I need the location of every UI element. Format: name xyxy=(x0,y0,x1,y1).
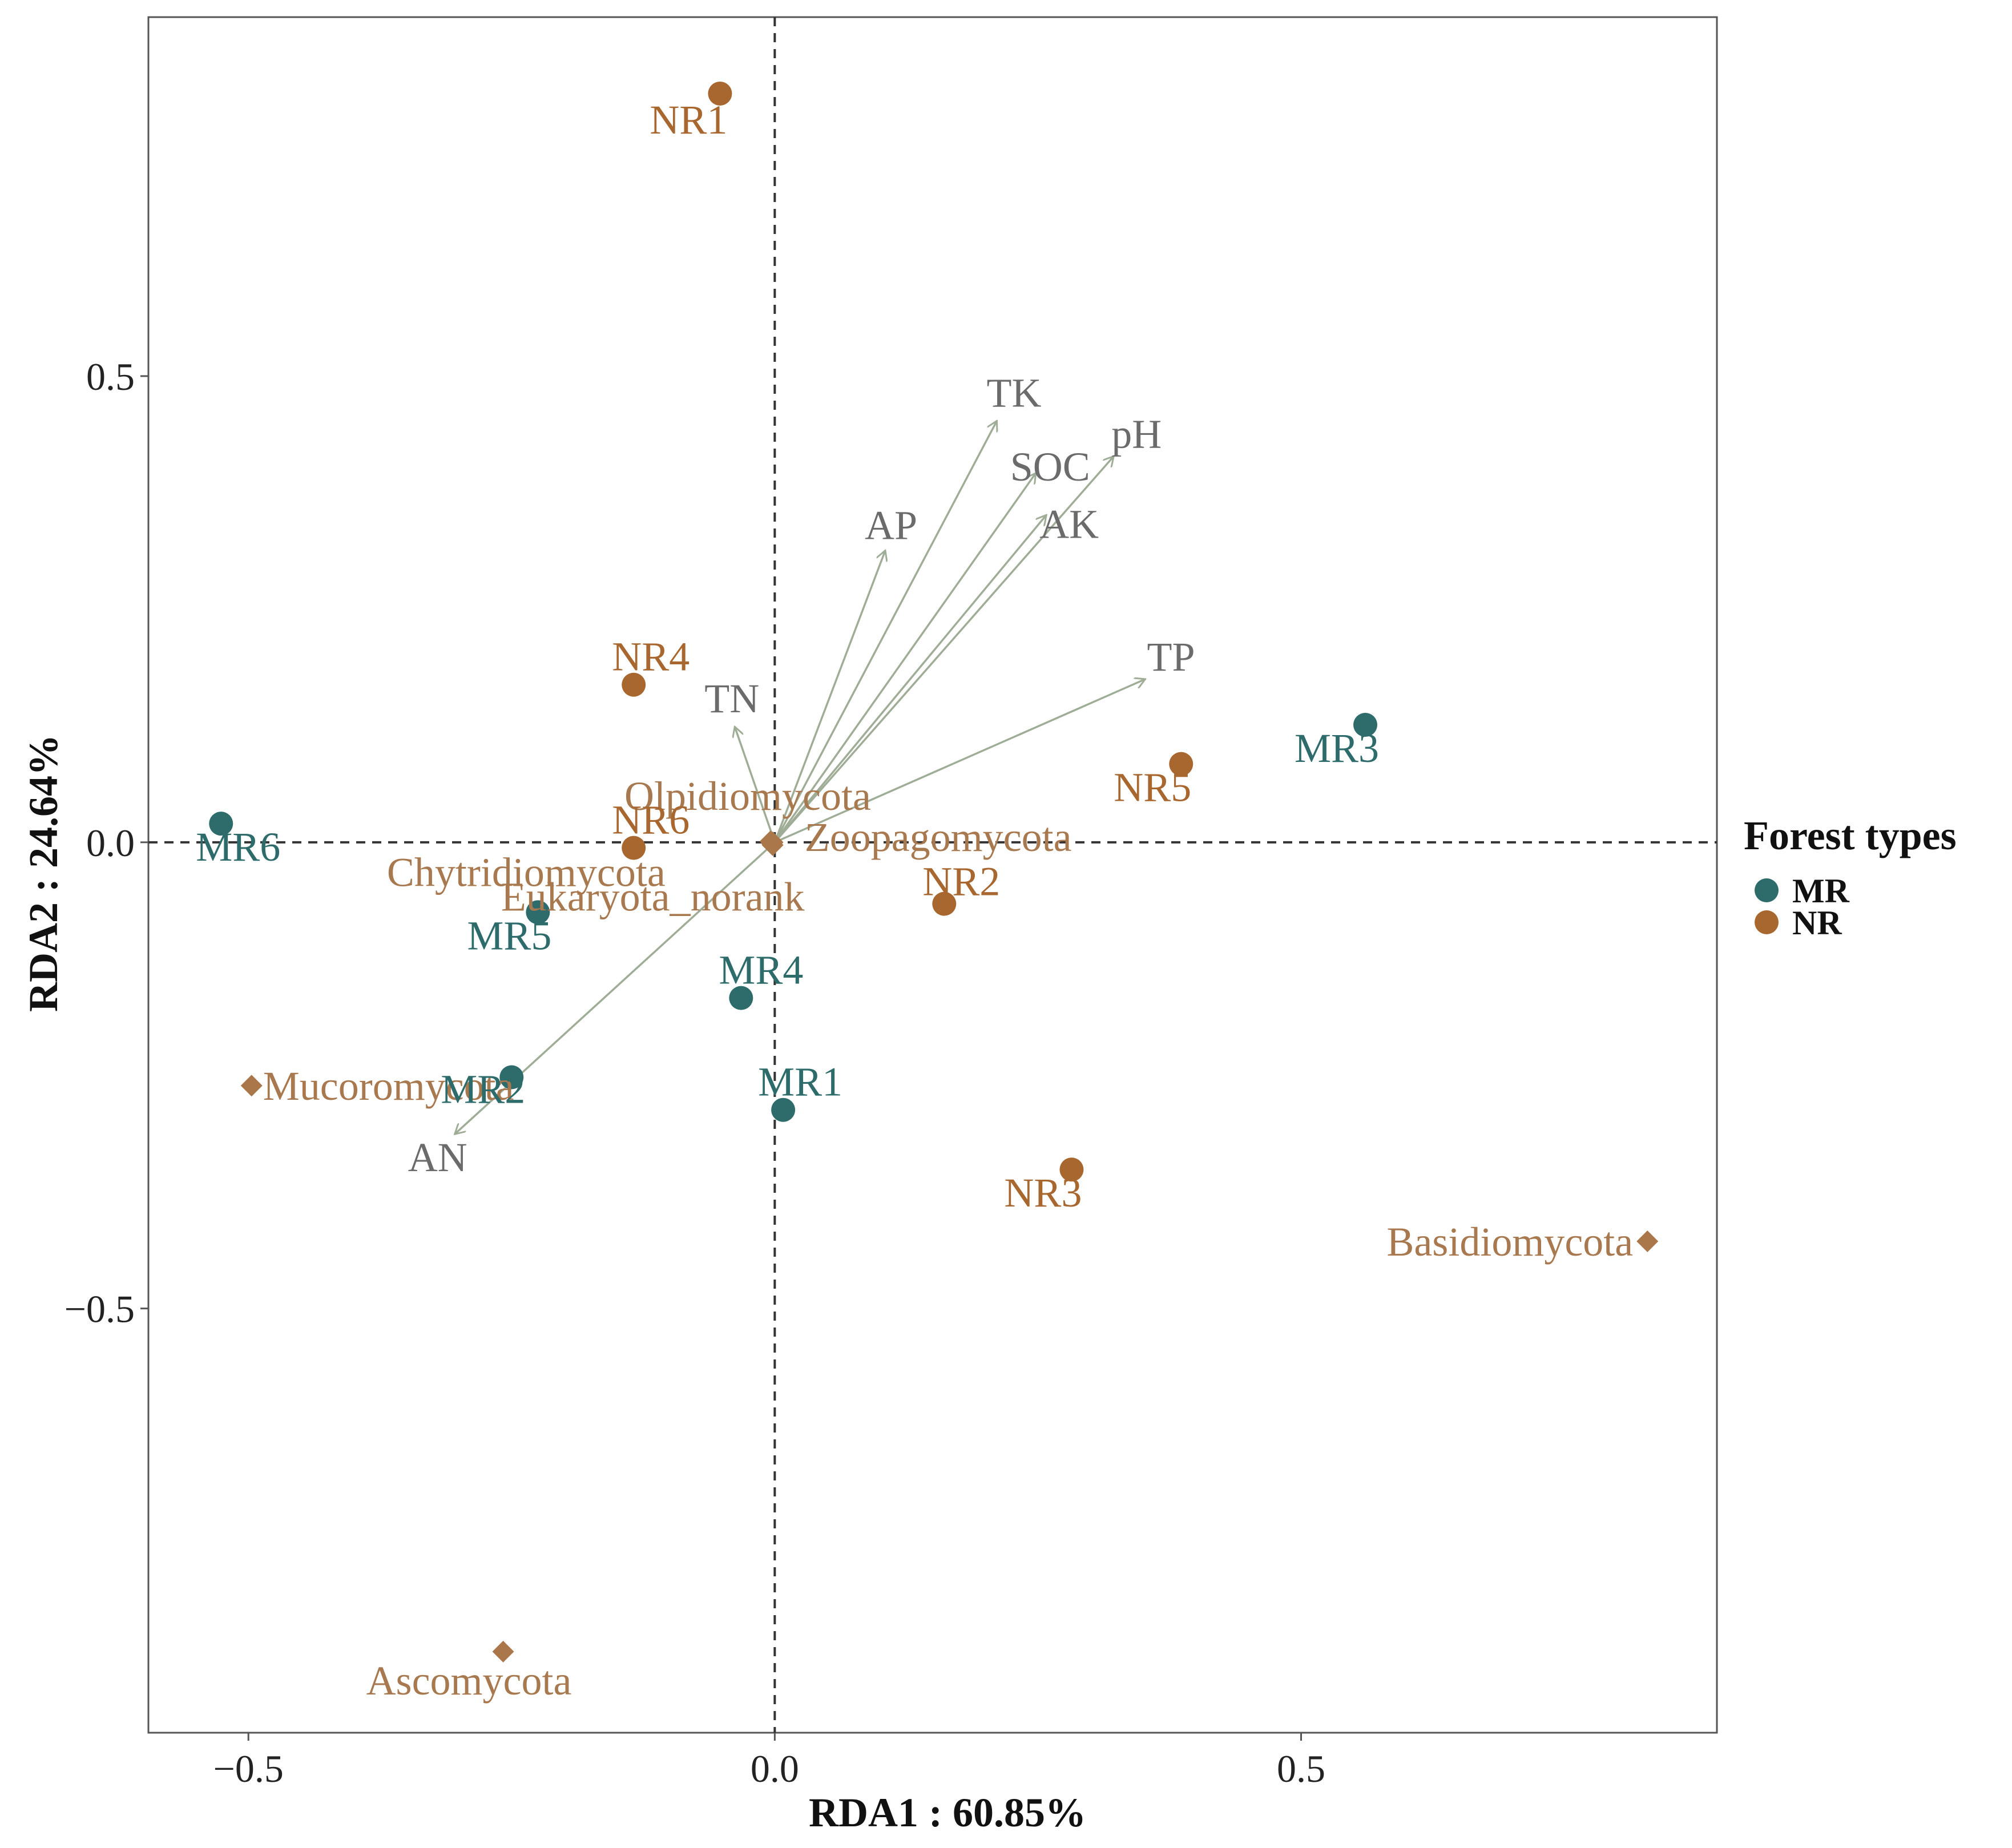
site-point-mr1 xyxy=(771,1097,796,1122)
species-label-mucoromycota: Mucoromycota xyxy=(263,1063,514,1109)
species-label-chytridiomycota: Chytridiomycota xyxy=(387,849,666,895)
site-label-mr6: MR6 xyxy=(196,824,280,870)
species-point-ascomycota xyxy=(492,1640,514,1663)
site-point-nr1 xyxy=(708,81,732,106)
y-tick-label: 0.0 xyxy=(86,821,135,865)
panel-background xyxy=(147,16,1718,1734)
legend-swatch-nr xyxy=(1755,910,1779,934)
legend-label-mr: MR xyxy=(1792,872,1850,910)
site-point-nr6 xyxy=(622,836,646,860)
site-point-mr6 xyxy=(209,812,233,836)
env-label-ap: AP xyxy=(865,502,917,548)
site-label-nr3: NR3 xyxy=(1004,1170,1082,1216)
species-layer xyxy=(240,830,1659,1663)
site-label-mr1: MR1 xyxy=(758,1059,842,1105)
env-arrow-soc xyxy=(773,473,1035,843)
site-point-nr5 xyxy=(1169,752,1194,776)
labels-layer: TK SOC pH AK AP TP TN AN OlpidiomycotaZoopagomyc… xyxy=(196,97,1633,1704)
env-arrow-tk xyxy=(773,421,997,843)
env-arrow-tn xyxy=(735,727,776,843)
legend-swatch-mr xyxy=(1755,878,1779,902)
site-label-mr2: MR2 xyxy=(441,1067,525,1112)
species-label-basidiomycota: Basidiomycota xyxy=(1386,1219,1633,1265)
site-label-nr1: NR1 xyxy=(650,97,727,143)
env-label-tp: TP xyxy=(1147,634,1195,680)
site-point-nr3 xyxy=(1059,1157,1084,1182)
species-point-eukaryota_norank xyxy=(761,834,784,856)
env-label-tn: TN xyxy=(704,676,759,721)
site-point-mr2 xyxy=(499,1065,524,1090)
site-label-nr5: NR5 xyxy=(1114,765,1191,810)
site-point-mr4 xyxy=(729,986,753,1010)
site-point-nr4 xyxy=(622,672,646,697)
site-label-mr5: MR5 xyxy=(467,913,551,958)
env-label-tk: TK xyxy=(987,370,1042,415)
env-label-ak: AK xyxy=(1039,501,1099,547)
species-label-zoopagomycota: Zoopagomycota xyxy=(805,814,1072,860)
site-label-nr2: NR2 xyxy=(922,859,1000,905)
site-label-nr4: NR4 xyxy=(612,634,690,680)
species-label-olpidiomycota: Olpidiomycota xyxy=(624,773,871,819)
env-label-soc: SOC xyxy=(1010,444,1090,490)
reference-lines xyxy=(148,17,1717,1733)
site-point-mr3 xyxy=(1353,712,1378,737)
species-label-ascomycota: Ascomycota xyxy=(366,1658,572,1704)
legend-title: Forest types xyxy=(1744,813,1957,858)
env-label-ph: pH xyxy=(1111,411,1162,457)
site-point-mr5 xyxy=(526,900,550,925)
x-tick-label: 0.0 xyxy=(751,1747,799,1790)
site-label-mr4: MR4 xyxy=(719,947,803,993)
env-label-an: AN xyxy=(408,1135,467,1180)
site-label-mr3: MR3 xyxy=(1295,725,1379,771)
site-label-nr6: NR6 xyxy=(612,797,690,843)
env-arrow-ak xyxy=(774,515,1046,843)
env-arrow-ap xyxy=(773,550,885,843)
env-arrow-ph xyxy=(774,456,1114,843)
species-point-basidiomycota xyxy=(1636,1230,1659,1253)
sites-layer xyxy=(209,81,1378,1182)
x-tick-label: −0.5 xyxy=(213,1747,284,1790)
env-arrow-tp xyxy=(774,679,1145,844)
species-label-eukaryota_norank: Eukaryota_norank xyxy=(501,874,805,920)
y-tick-label: −0.5 xyxy=(64,1288,135,1331)
y-tick-label: 0.5 xyxy=(86,355,135,398)
site-point-nr2 xyxy=(932,891,957,916)
legend-label-nr: NR xyxy=(1792,904,1842,942)
species-point-mucoromycota xyxy=(240,1075,263,1097)
x-tick-label: 0.5 xyxy=(1277,1747,1325,1790)
y-axis-title: RDA2 : 24.64% xyxy=(21,735,66,1012)
axes-layer: −0.5 0.0 0.5 −0.5 0.0 0.5 xyxy=(64,355,1325,1790)
x-axis-title: RDA1 : 60.85% xyxy=(809,1790,1086,1835)
